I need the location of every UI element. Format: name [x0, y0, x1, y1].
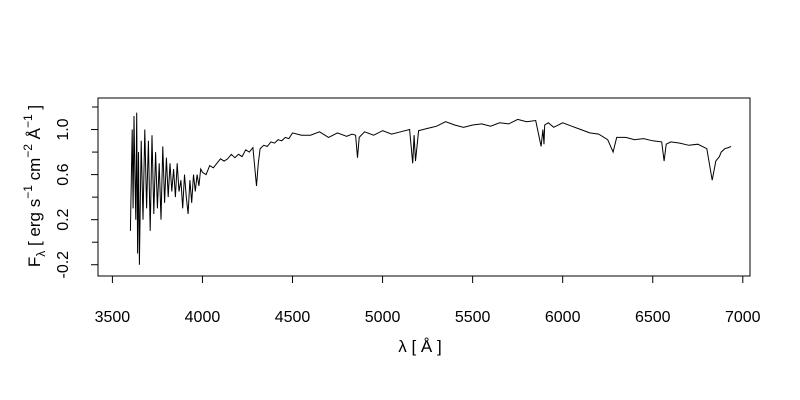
y-tick-label: 0.2 — [55, 208, 72, 230]
y-tick-label: -0.2 — [55, 251, 72, 279]
x-axis-title: λ [ Å ] — [398, 337, 441, 356]
y-axis: -0.2 0.2 0.6 1.0 — [55, 106, 98, 279]
y-tick-label: 1.0 — [55, 118, 72, 140]
y-axis-title: Fλ [ erg s−1 cm−2 Å−1 ] — [21, 105, 48, 267]
y-tick-label: 0.6 — [55, 163, 72, 185]
x-tick-label: 7000 — [725, 309, 761, 326]
x-tick-label: 4000 — [185, 309, 221, 326]
x-tick-label: 4500 — [275, 309, 311, 326]
plot-frame — [97, 97, 751, 277]
x-tick-label: 5500 — [455, 309, 491, 326]
x-tick-label: 5000 — [365, 309, 401, 326]
x-tick-label: 3500 — [95, 309, 131, 326]
x-tick-label: 6500 — [635, 309, 671, 326]
x-tick-label: 6000 — [545, 309, 581, 326]
x-axis: 3500 4000 4500 5000 5500 6000 6500 7000 — [95, 276, 761, 326]
spectrum-line — [129, 112, 732, 265]
